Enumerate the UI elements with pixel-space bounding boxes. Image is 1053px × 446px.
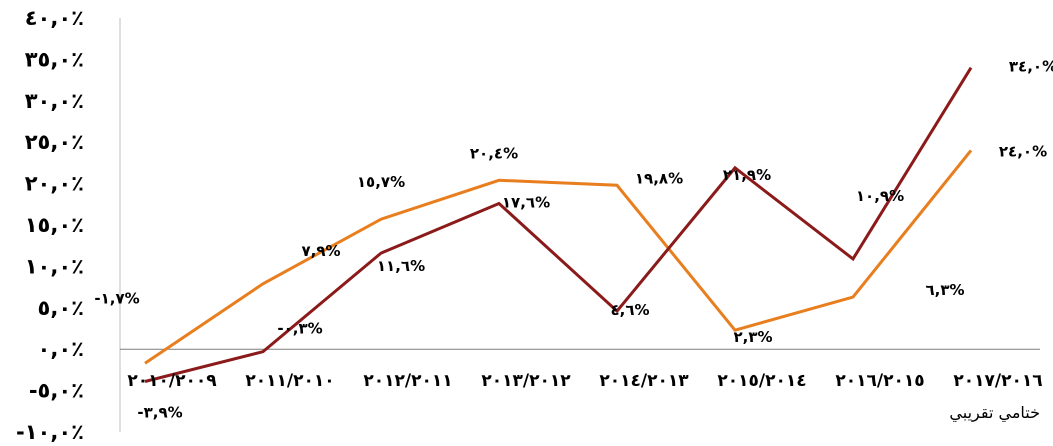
axes [119, 18, 1040, 432]
data-label: ٧,٩% [301, 242, 340, 260]
y-tick-label: ١٥,٠٪ [25, 213, 84, 237]
series-line-2 [144, 66, 973, 383]
data-labels: -١,٧% ٧,٩% ١٥,٧% ٢٠,٤% ١٩,٨% ٢,٣% ٦,٣% ٢٤,٠% -٣,… [94, 58, 1053, 422]
data-label: ١٧,٦% [502, 193, 550, 211]
y-tick-label: ٤٠,٠٪ [25, 6, 84, 30]
y-tick-label: ٢٠,٠٪ [25, 172, 84, 196]
y-tick-label: ٥,٠٪ [38, 296, 84, 320]
x-tick-label: ٢٠١٢/٢٠١١ [363, 371, 452, 391]
data-label: ١٥,٧% [357, 173, 405, 191]
data-label: ٢٤,٠% [999, 142, 1047, 160]
data-label: ٦,٣% [925, 281, 964, 299]
data-label: -١,٧% [94, 289, 139, 307]
data-label: -٣,٩% [137, 403, 182, 421]
data-label: ٤,٦% [610, 301, 649, 319]
data-label: -٠,٣% [277, 320, 322, 338]
data-label: ١٠,٩% [856, 187, 904, 205]
y-tick-label: ٠,٠٪ [38, 337, 84, 361]
data-label: ٣٤,٠% [1009, 58, 1053, 76]
data-label: ٢١,٩% [723, 166, 771, 184]
y-tick-label: ٢٥,٠٪ [25, 130, 84, 154]
y-tick-label: ٣٠,٠٪ [25, 89, 84, 113]
x-tick-label: ٢٠١١/٢٠١٠ [245, 371, 334, 391]
data-label: ٢,٣% [733, 328, 772, 346]
x-tick-label: ٢٠١٠/٢٠٠٩ [127, 371, 217, 391]
data-label: ١١,٦% [377, 257, 425, 275]
x-axis-ticks: ٢٠١٠/٢٠٠٩ ٢٠١١/٢٠١٠ ٢٠١٢/٢٠١١ ٢٠١٣/٢٠١٢ ٢٠١٤… [127, 371, 1042, 391]
y-tick-label: -١٠,٠٪ [16, 420, 84, 444]
data-label: ٢٠,٤% [470, 144, 518, 162]
series-line-1 [144, 149, 973, 365]
x-axis-title: ختامي تقريبي [949, 403, 1040, 423]
y-tick-label: -٥,٠٪ [29, 379, 84, 403]
data-label: ١٩,٨% [635, 169, 683, 187]
x-tick-label: ٢٠١٥/٢٠١٤ [717, 371, 806, 391]
x-tick-label: ٢٠١٣/٢٠١٢ [481, 371, 571, 391]
series-lines [144, 66, 973, 383]
x-tick-label: ٢٠١٦/٢٠١٥ [835, 371, 924, 391]
y-axis-ticks: ٤٠,٠٪ ٣٥,٠٪ ٣٠,٠٪ ٢٥,٠٪ ٢٠,٠٪ ١٥,٠٪ ١٠,٠٪ ٥,٠٪ ٠… [16, 6, 84, 444]
x-tick-label: ٢٠١٧/٢٠١٦ [953, 371, 1042, 391]
x-tick-label: ٢٠١٤/٢٠١٣ [599, 371, 689, 391]
y-tick-label: ٣٥,٠٪ [25, 47, 84, 71]
y-tick-label: ١٠,٠٪ [25, 254, 84, 278]
